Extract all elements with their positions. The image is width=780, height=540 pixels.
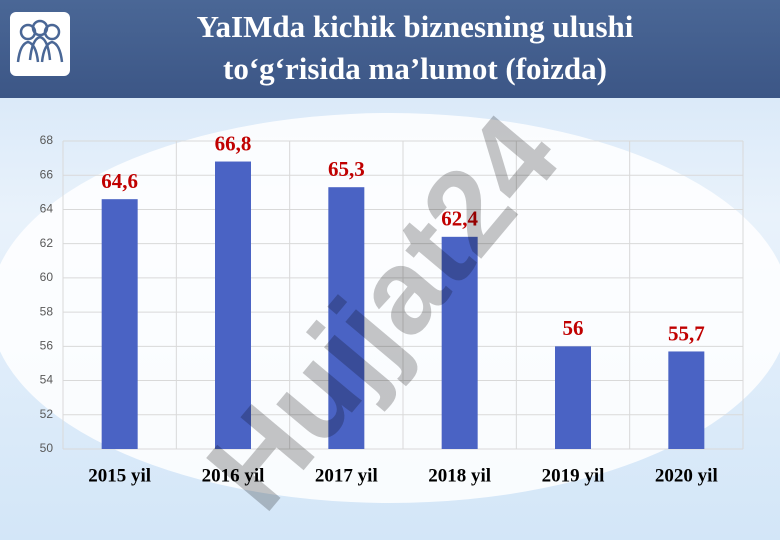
value-label: 56 xyxy=(563,316,584,340)
bar xyxy=(441,236,478,449)
x-tick-label: 2019 yil xyxy=(542,465,605,486)
value-label: 66,8 xyxy=(215,131,252,155)
bar xyxy=(668,351,705,449)
y-tick-label: 62 xyxy=(40,236,54,250)
y-tick-label: 60 xyxy=(40,270,54,284)
y-tick-label: 52 xyxy=(40,407,54,421)
x-tick-label: 2015 yil xyxy=(88,465,151,486)
x-tick-label: 2018 yil xyxy=(428,465,491,486)
value-label: 64,6 xyxy=(101,169,138,193)
logo xyxy=(10,12,70,76)
x-tick-label: 2020 yil xyxy=(655,465,718,486)
chart-title: YaIMda kichik biznesning ulushi to‘g‘ris… xyxy=(196,9,634,86)
value-label: 65,3 xyxy=(328,157,365,181)
value-label: 55,7 xyxy=(668,321,705,345)
bar xyxy=(328,187,365,449)
y-tick-label: 68 xyxy=(40,133,54,147)
header: YaIMda kichik biznesning ulushi to‘g‘ris… xyxy=(0,0,780,98)
y-tick-label: 58 xyxy=(40,304,54,318)
x-tick-label: 2016 yil xyxy=(202,465,265,486)
bar xyxy=(555,346,591,449)
bar xyxy=(101,199,138,449)
y-tick-label: 50 xyxy=(40,441,54,455)
chart: 50 52 54 56 58 60 62 64 66 68 2015 yil 64,6 2016 yil… xyxy=(0,98,780,534)
y-tick-label: 56 xyxy=(40,339,54,353)
x-tick-label: 2017 yil xyxy=(315,465,378,486)
y-tick-label: 54 xyxy=(40,373,54,387)
value-label: 62,4 xyxy=(441,207,478,231)
bar xyxy=(215,161,251,449)
y-tick-label: 64 xyxy=(40,202,54,216)
y-tick-label: 66 xyxy=(40,167,54,181)
